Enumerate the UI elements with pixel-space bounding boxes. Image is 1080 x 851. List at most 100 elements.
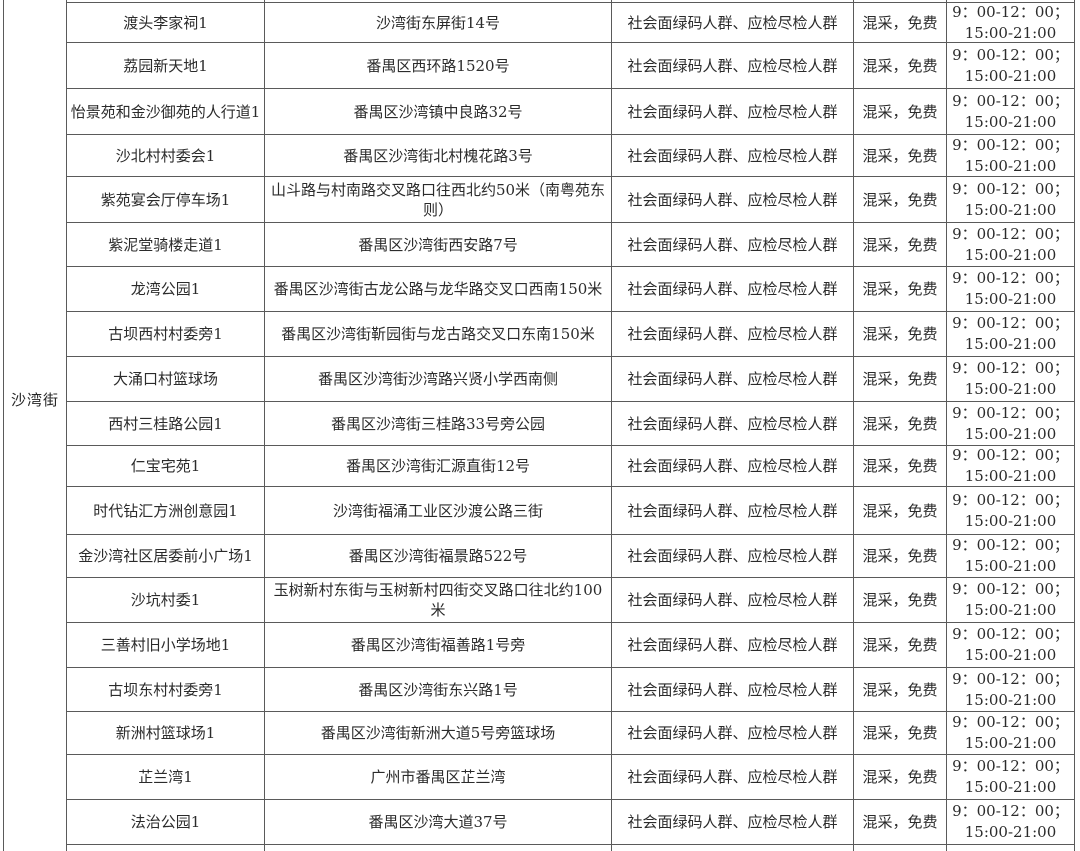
time-line2: 15:00-21:00 bbox=[964, 823, 1057, 841]
crowd: 社会面绿码人群、应检尽检人群 bbox=[627, 724, 838, 742]
method-cell: 混采，免费 bbox=[854, 578, 947, 622]
site-name: 新洲村篮球场1 bbox=[115, 724, 216, 742]
site-name: 紫苑宴会厅停车场1 bbox=[100, 190, 231, 209]
method: 混采，免费 bbox=[862, 591, 938, 609]
site-name: 怡景苑和金沙御苑的人行道1 bbox=[70, 102, 261, 121]
time-line2: 15:00-21:00 bbox=[964, 424, 1057, 443]
crowd: 社会面绿码人群、应检尽检人群 bbox=[627, 190, 838, 209]
site-name: 紫泥堂骑楼走道1 bbox=[108, 235, 223, 254]
crowd: 社会面绿码人群、应检尽检人群 bbox=[627, 501, 838, 520]
address: 番禺区沙湾街沙湾路兴贤小学西南侧 bbox=[317, 370, 558, 388]
site-name-cell: 紫苑宴会厅停车场1 bbox=[67, 177, 265, 222]
time-line2: 15:00-21:00 bbox=[964, 380, 1057, 398]
time-cell: 9：00-12：00； 15:00-21:00 bbox=[947, 3, 1075, 42]
time-line1: 9：00-12：00； bbox=[952, 802, 1069, 820]
address: 番禺区沙湾大道37号 bbox=[368, 813, 508, 831]
address: 番禺区沙湾街三桂路33号旁公园 bbox=[330, 414, 546, 433]
method: 混采，免费 bbox=[862, 724, 938, 742]
table-row: 芷兰湾1 广州市番禺区芷兰湾 社会面绿码人群、应检尽检人群 混采，免费 9：00… bbox=[67, 755, 1075, 800]
address: 番禺区沙湾街福景路522号 bbox=[348, 547, 528, 565]
site-name: 西村三桂路公园1 bbox=[108, 414, 223, 433]
table-row: 时代钻汇方洲创意园1 沙湾街福涌工业区沙渡公路三街 社会面绿码人群、应检尽检人群… bbox=[67, 487, 1075, 535]
address-cell: 番禺区沙湾街沙湾路兴贤小学西南侧 bbox=[265, 357, 612, 401]
site-name-cell: 西村三桂路公园1 bbox=[67, 402, 265, 445]
address: 番禺区沙湾街汇源直街12号 bbox=[345, 457, 531, 475]
method-cell: 混采，免费 bbox=[854, 800, 947, 844]
time-line2: 15:00-21:00 bbox=[964, 200, 1057, 219]
site-name: 龙湾公园1 bbox=[130, 280, 201, 298]
address: 番禺区沙湾街东兴路1号 bbox=[358, 680, 518, 699]
time-line2: 15:00-21:00 bbox=[964, 778, 1057, 796]
table-row: 金沙湾社区居委前小广场1 番禺区沙湾街福景路522号 社会面绿码人群、应检尽检人… bbox=[67, 535, 1075, 578]
crowd: 社会面绿码人群、应检尽检人群 bbox=[627, 280, 838, 298]
address-cell: 玉树新村东街与玉树新村四街交叉路口往北约100米 bbox=[265, 578, 612, 622]
method-cell: 混采，免费 bbox=[854, 177, 947, 222]
time-cell: 9：00-12：00； 15:00-21:00 bbox=[947, 135, 1075, 176]
site-name-cell: 大涌口村篮球场 bbox=[67, 357, 265, 401]
site-name: 大涌口村篮球场 bbox=[112, 370, 218, 388]
site-name-cell: 芷兰湾1 bbox=[67, 755, 265, 799]
site-name-cell bbox=[67, 845, 265, 851]
method: 混采，免费 bbox=[862, 768, 938, 786]
address: 番禺区沙湾镇中良路32号 bbox=[353, 102, 523, 121]
time-cell: 9：00-12：00； 15:00-21:00 bbox=[947, 623, 1075, 667]
time-line2: 15:00-21:00 bbox=[964, 156, 1057, 175]
method-cell: 混采，免费 bbox=[854, 357, 947, 401]
crowd-cell bbox=[612, 845, 854, 851]
address-cell: 番禺区沙湾街东兴路1号 bbox=[265, 668, 612, 711]
top-edge-row bbox=[67, 0, 1075, 3]
address-cell: 广州市番禺区芷兰湾 bbox=[265, 755, 612, 799]
time-cell: 9：00-12：00； 15:00-21:00 bbox=[947, 312, 1075, 356]
address: 番禺区沙湾街古龙公路与龙华路交叉口西南150米 bbox=[273, 280, 603, 298]
rows-container: 渡头李家祠1 沙湾街东屏街14号 社会面绿码人群、应检尽检人群 混采，免费 9：… bbox=[67, 3, 1075, 845]
crowd-cell: 社会面绿码人群、应检尽检人群 bbox=[612, 668, 854, 711]
site-name: 法治公园1 bbox=[130, 813, 201, 831]
method-cell: 混采，免费 bbox=[854, 89, 947, 134]
time-line1: 9：00-12：00； bbox=[952, 580, 1069, 598]
address-cell: 番禺区沙湾街汇源直街12号 bbox=[265, 446, 612, 486]
address-cell bbox=[265, 845, 612, 851]
time-line1: 9：00-12：00； bbox=[952, 359, 1069, 377]
table-row: 沙坑村委1 玉树新村东街与玉树新村四街交叉路口往北约100米 社会面绿码人群、应… bbox=[67, 578, 1075, 623]
method: 混采，免费 bbox=[862, 56, 938, 75]
crowd-cell: 社会面绿码人群、应检尽检人群 bbox=[612, 357, 854, 401]
crowd: 社会面绿码人群、应检尽检人群 bbox=[627, 591, 838, 609]
site-name-cell: 渡头李家祠1 bbox=[67, 3, 265, 42]
time-line2: 15:00-21:00 bbox=[964, 335, 1057, 353]
time-cell bbox=[947, 0, 1075, 2]
time-line2: 15:00-21:00 bbox=[964, 23, 1057, 42]
crowd: 社会面绿码人群、应检尽检人群 bbox=[627, 813, 838, 831]
time-line2: 15:00-21:00 bbox=[964, 734, 1057, 752]
site-name-cell: 新洲村篮球场1 bbox=[67, 712, 265, 754]
method: 混采，免费 bbox=[862, 680, 938, 699]
crowd-cell: 社会面绿码人群、应检尽检人群 bbox=[612, 89, 854, 134]
time-cell: 9：00-12：00； 15:00-21:00 bbox=[947, 578, 1075, 622]
address: 番禺区沙湾街靳园街与龙古路交叉口东南150米 bbox=[281, 325, 595, 343]
time-line1: 9：00-12：00； bbox=[952, 713, 1069, 731]
method: 混采，免费 bbox=[862, 414, 938, 433]
time-cell: 9：00-12：00； 15:00-21:00 bbox=[947, 43, 1075, 88]
crowd: 社会面绿码人群、应检尽检人群 bbox=[627, 56, 838, 75]
crowd-cell: 社会面绿码人群、应检尽检人群 bbox=[612, 3, 854, 42]
table-row: 古坝东村村委旁1 番禺区沙湾街东兴路1号 社会面绿码人群、应检尽检人群 混采，免… bbox=[67, 668, 1075, 712]
crowd-cell: 社会面绿码人群、应检尽检人群 bbox=[612, 755, 854, 799]
time-line2: 15:00-21:00 bbox=[964, 245, 1057, 264]
method-cell: 混采，免费 bbox=[854, 755, 947, 799]
address-cell: 番禺区沙湾街西安路7号 bbox=[265, 223, 612, 266]
district-cell: 沙湾街 bbox=[3, 0, 67, 851]
method-cell: 混采，免费 bbox=[854, 668, 947, 711]
address-cell: 山斗路与村南路交叉路口往西北约50米（南粤苑东则） bbox=[265, 177, 612, 222]
bottom-edge-row bbox=[67, 845, 1075, 851]
table-row: 怡景苑和金沙御苑的人行道1 番禺区沙湾镇中良路32号 社会面绿码人群、应检尽检人… bbox=[67, 89, 1075, 135]
address-cell: 番禺区沙湾街靳园街与龙古路交叉口东南150米 bbox=[265, 312, 612, 356]
time-line1: 9：00-12：00； bbox=[952, 314, 1069, 332]
table-row: 龙湾公园1 番禺区沙湾街古龙公路与龙华路交叉口西南150米 社会面绿码人群、应检… bbox=[67, 267, 1075, 312]
time-cell bbox=[947, 845, 1075, 851]
time-cell: 9：00-12：00； 15:00-21:00 bbox=[947, 446, 1075, 486]
table-row: 西村三桂路公园1 番禺区沙湾街三桂路33号旁公园 社会面绿码人群、应检尽检人群 … bbox=[67, 402, 1075, 446]
site-name-cell: 怡景苑和金沙御苑的人行道1 bbox=[67, 89, 265, 134]
site-name-cell: 荔园新天地1 bbox=[67, 43, 265, 88]
site-name: 沙坑村委1 bbox=[130, 591, 201, 609]
time-line1: 9：00-12：00； bbox=[952, 446, 1069, 464]
site-name-cell: 时代钻汇方洲创意园1 bbox=[67, 487, 265, 534]
